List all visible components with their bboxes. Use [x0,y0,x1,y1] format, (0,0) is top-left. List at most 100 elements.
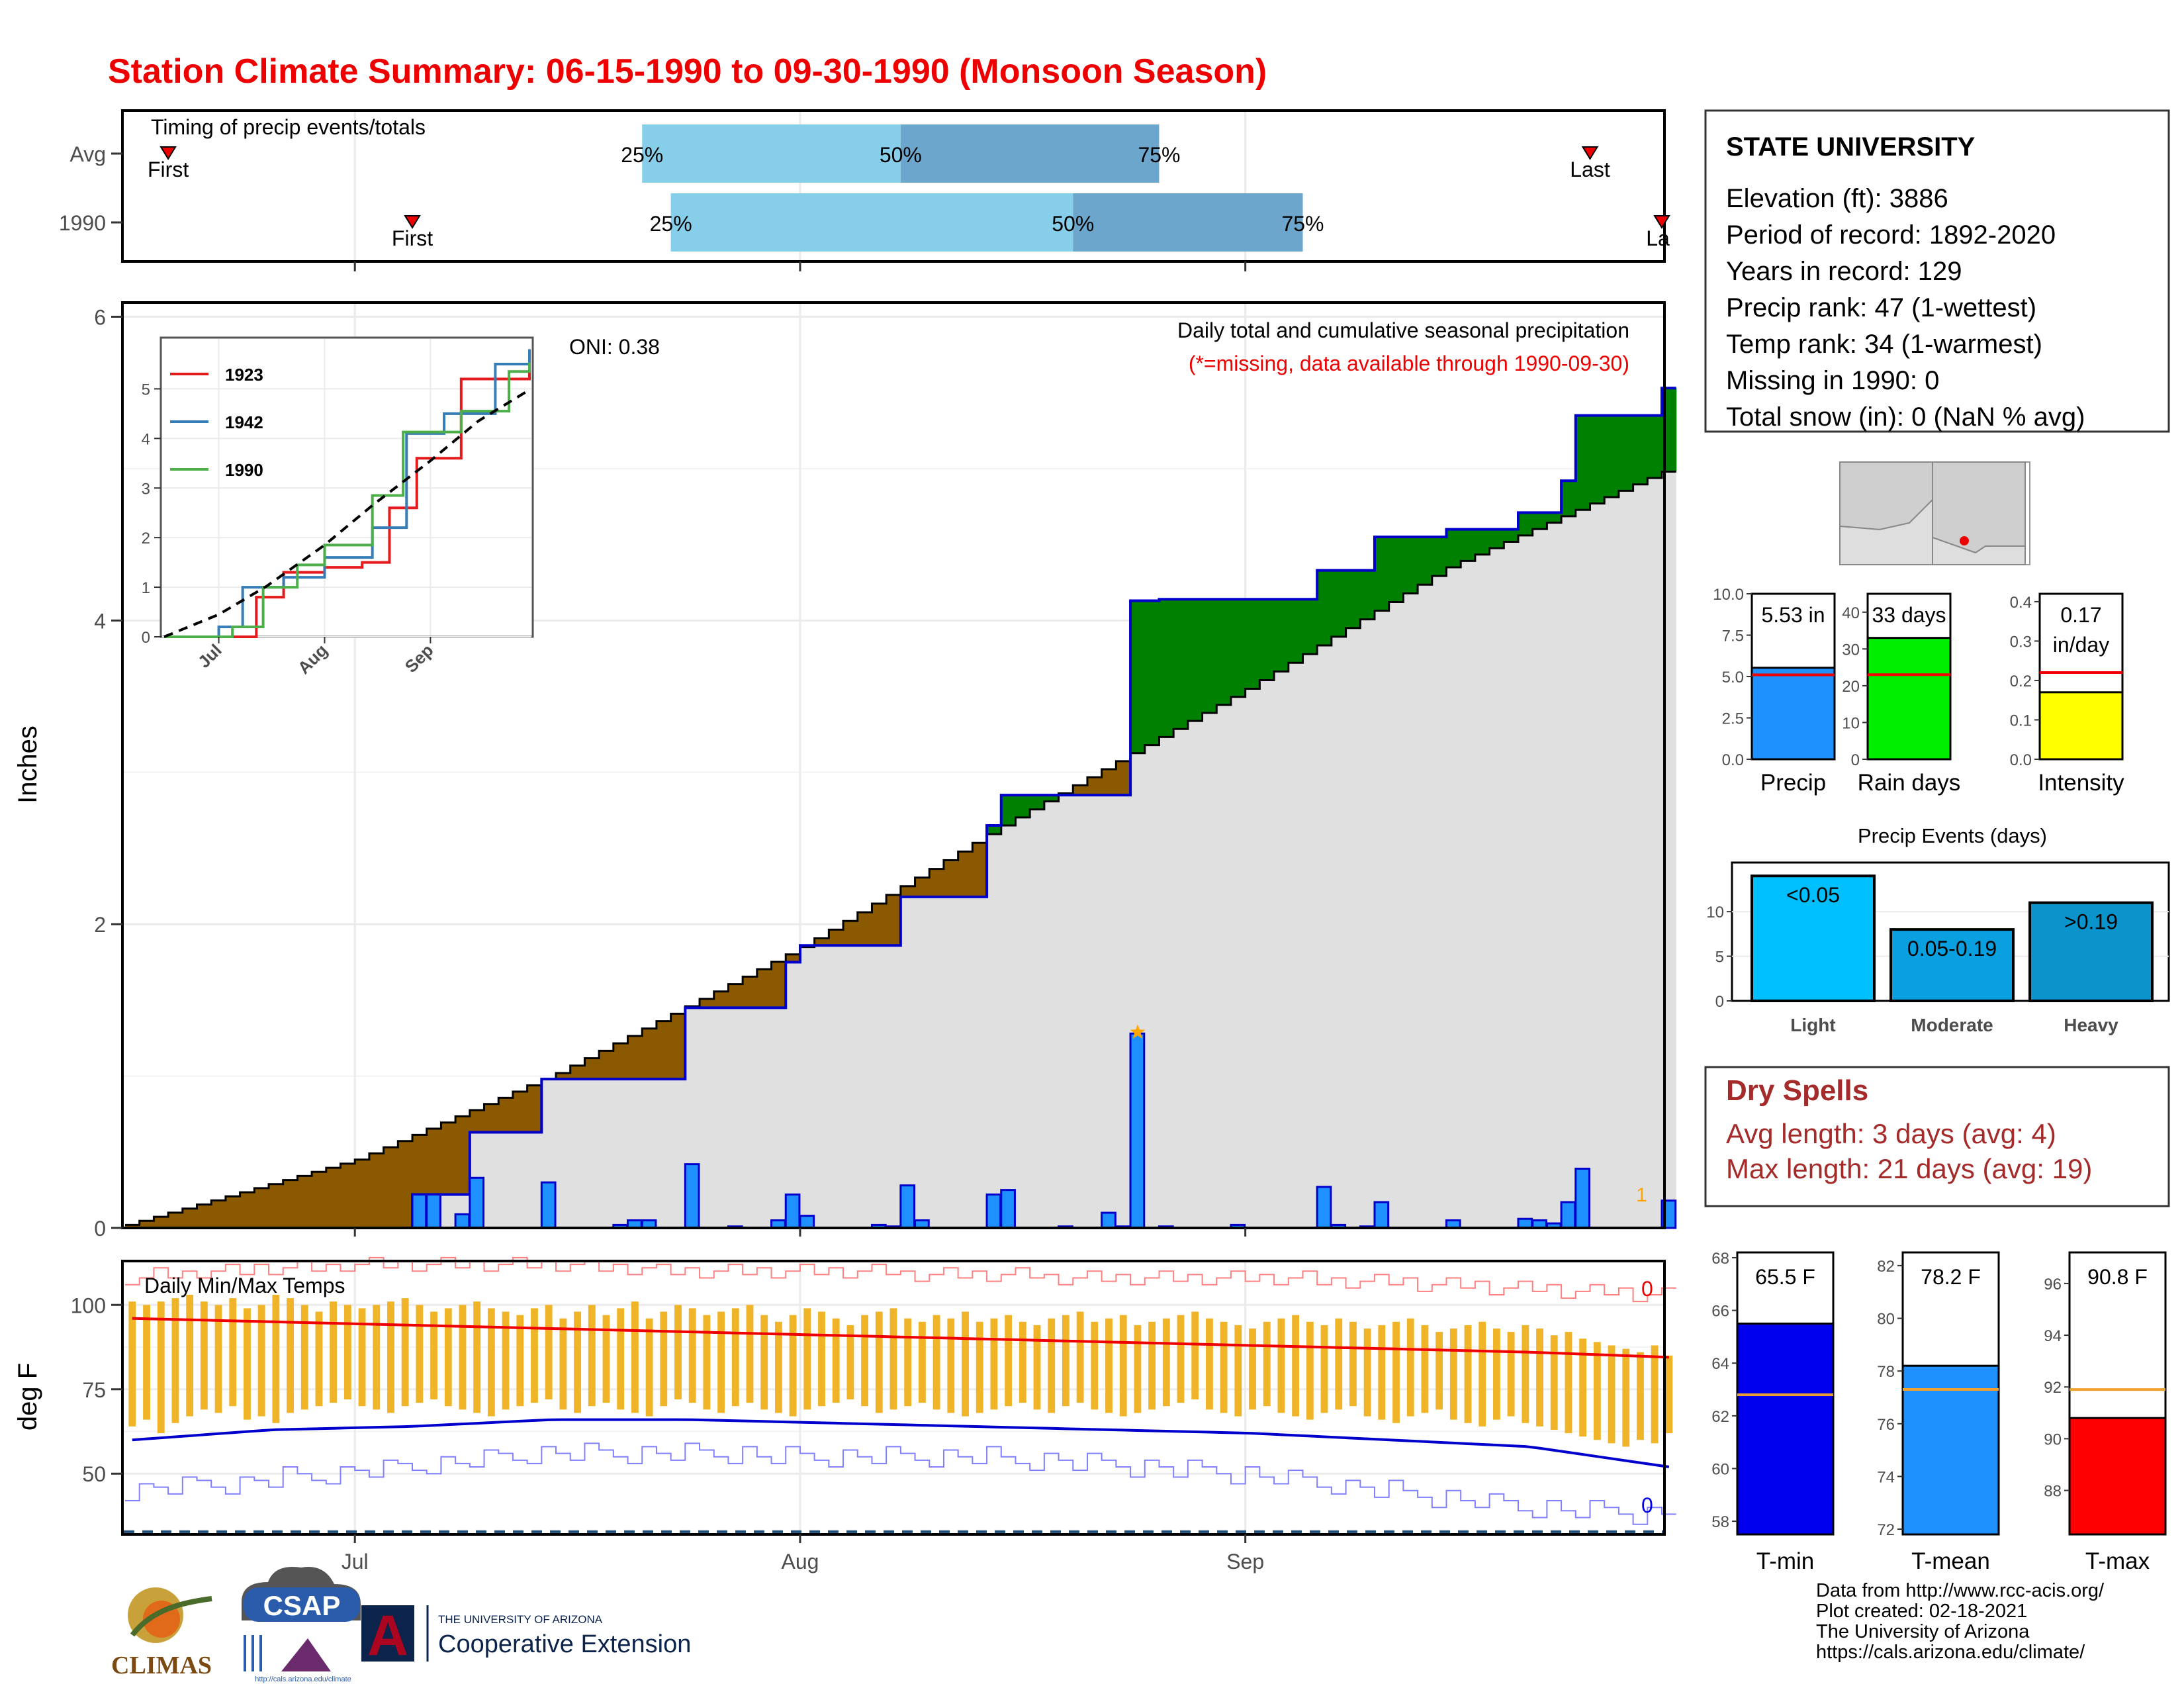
station-line-years: Years in record: 129 [1726,257,1962,286]
mini-temp-y-label: 88 [2044,1483,2062,1501]
inset-average-line [163,389,531,638]
daily-precip-bar [426,1194,441,1229]
temp-label: Daily Min/Max Temps [144,1274,345,1297]
daily-temp-bar [1019,1321,1026,1403]
daily-temp-bar [200,1301,208,1410]
cumulative-diff-fill [627,1035,643,1080]
cumulative-diff-fill [1144,600,1160,745]
daily-temp-bar [717,1311,725,1413]
credit-line: Plot created: 02-18-2021 [1816,1601,2028,1622]
events-y-label: 10 [1706,904,1724,921]
mini-precip-value: 33 days [1872,603,1946,627]
daily-temp-bar [487,1308,495,1417]
cumulative-diff-fill [872,904,887,946]
inset-y-tick-label: 5 [142,381,150,399]
daily-temp-bar [1263,1321,1271,1407]
station-line-period: Period of record: 1892-2020 [1726,220,2056,250]
cumulative-diff-fill [197,1204,212,1228]
cumulative-diff-fill [225,1196,241,1228]
mini-temp-y-label: 62 [1711,1408,1729,1426]
cumulative-diff-fill [1647,415,1662,479]
cumulative-diff-fill [1561,481,1576,516]
daily-temp-bar [502,1311,510,1410]
precip-y-tick-label: 2 [94,913,106,937]
record-max-line [125,1256,1676,1303]
daily-temp-bar [559,1318,567,1410]
daily-temp-bar [473,1301,481,1413]
precip-caption: Daily total and cumulative seasonal prec… [1177,318,1629,342]
daily-temp-bar [401,1298,409,1407]
daily-temp-bar [818,1311,825,1407]
cumulative-diff-fill [527,1085,542,1133]
daily-temp-bar [1249,1328,1256,1410]
daily-temp-bar [602,1315,610,1403]
daily-temp-bar [861,1315,869,1407]
station-info-box: STATE UNIVERSITY Elevation (ft): 3886 Pe… [1704,109,2170,433]
csap-logo: CSAP http://cals.arizona.edu/climate [242,1566,361,1683]
mini-temp-y-label: 82 [1877,1258,1895,1276]
cumulative-diff-fill [1331,570,1347,637]
cumulative-diff-fill [1388,537,1404,602]
daily-temp-bar [257,1305,265,1417]
mini-temp-y-label: 90 [2044,1430,2062,1448]
ua-a-mark: A [367,1604,408,1667]
precip-stat-bars: 0.0 2.5 5.0 7.5 10.0 5.53 in Precip 0 10 20 30 40 33… [1713,586,2124,796]
daily-temp-bar [315,1311,323,1407]
daily-precip-bar [469,1176,485,1229]
timing-p75-label: 75% [1138,143,1180,167]
mini-precip-y-label: 0.1 [2010,712,2032,729]
daily-temp-bar [976,1321,983,1413]
cumulative-diff-fill [771,961,786,1008]
mini-precip-y-label: 2.5 [1722,710,1744,728]
mini-temp-value: 65.5 F [1755,1265,1815,1289]
daily-temp-bar [731,1308,739,1407]
cumulative-diff-fill [1030,795,1045,810]
mini-temp-bar [1736,1322,1835,1536]
daily-temp-bar [1091,1321,1099,1410]
temp-y-tick-label: 75 [82,1378,106,1402]
cumulative-diff-fill [1044,795,1060,802]
daily-temp-bar [1162,1318,1170,1407]
inset-y-tick-label: 4 [142,430,150,448]
timing-last-label: Last [1570,158,1610,181]
cumulative-diff-fill [1633,415,1648,485]
daily-temp-bar [444,1308,452,1407]
cumulative-diff-fill [900,886,916,897]
events-y-label: 5 [1715,949,1724,966]
cumulative-diff-fill [584,1058,600,1080]
cumulative-diff-fill [182,1208,198,1228]
cumulative-diff-fill [656,1021,672,1080]
inset-lines [163,349,531,638]
date-x-axis: Jul Aug Sep [341,261,1264,1573]
event-bar [2028,901,2154,1002]
cumulative-diff-fill [743,976,758,1008]
cumulative-diff-fill [254,1188,269,1228]
daily-temp-bar [1033,1325,1041,1410]
cumulative-diff-fill [1345,570,1361,628]
dry-avg-length: Avg length: 3 days (avg: 4) [1726,1118,2056,1149]
cumulative-diff-fill [1159,599,1174,737]
daily-temp-bar [287,1298,294,1413]
cumulative-diff-fill [1590,415,1605,504]
mini-temp-y-label: 72 [1877,1521,1895,1539]
cumulative-diff-fill [398,1141,413,1228]
cumulative-diff-fill [1618,415,1634,491]
daily-temp-bar [1565,1332,1572,1434]
csap-logo-url: http://cals.arizona.edu/climate [255,1675,351,1683]
daily-temp-bar [875,1311,883,1413]
cumulative-diff-fill [412,1135,428,1195]
daily-temp-bar [214,1305,222,1413]
daily-temp-bar [1191,1311,1199,1400]
temp-y-label: deg F [13,1363,42,1430]
daily-temp-bar [760,1315,768,1410]
timing-p50-label: 50% [880,143,922,167]
inset-y-tick-label: 1 [142,579,150,597]
cumulative-diff-fill [972,843,987,897]
cumulative-diff-fill [297,1176,312,1228]
mini-precip-y-label: 0.0 [2010,751,2032,769]
daily-temp-bar [1464,1325,1472,1423]
inset-y-tick-label: 0 [142,629,150,647]
daily-temp-bar [330,1301,338,1403]
cumulative-diff-fill [556,1072,571,1080]
